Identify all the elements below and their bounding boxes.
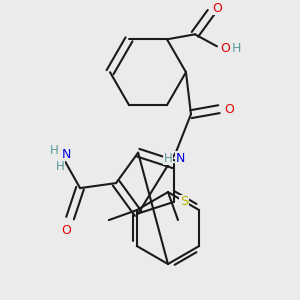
Text: N: N [61,148,71,160]
Text: H: H [50,144,58,157]
Text: O: O [224,103,234,116]
Text: O: O [61,224,71,237]
Text: H: H [232,42,242,55]
Text: S: S [180,195,188,208]
Text: O: O [220,42,230,55]
Text: H: H [56,160,64,172]
Text: O: O [212,2,222,15]
Text: H: H [164,152,172,165]
Text: N: N [175,152,185,165]
